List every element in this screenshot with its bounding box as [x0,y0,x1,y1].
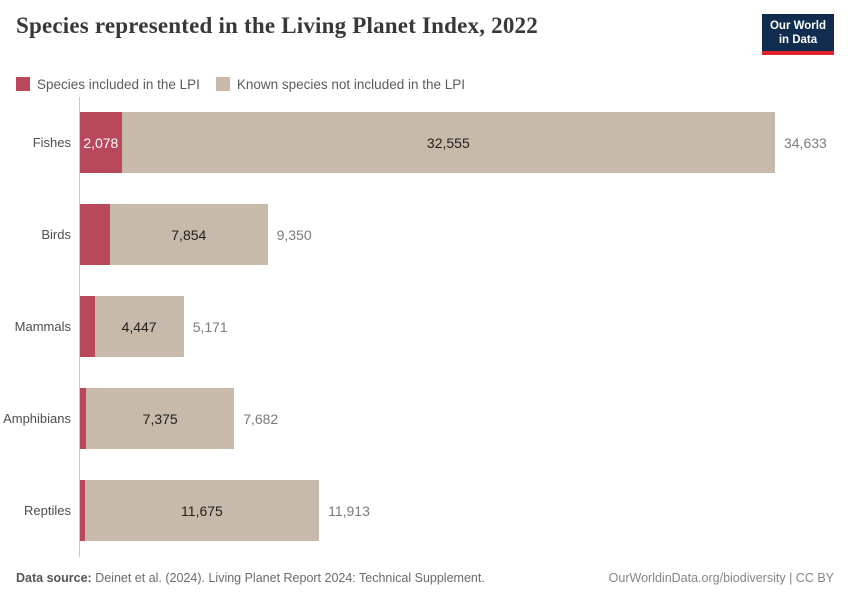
bar-track: 7,375 7,682 [79,372,850,465]
bar-track: 11,675 11,913 [79,464,850,557]
data-source-label: Data source: [16,571,96,585]
owid-logo[interactable]: Our World in Data [761,14,834,55]
bar-total-label: 11,913 [328,502,370,519]
category-label: Mammals [14,319,71,335]
stacked-bar: 7,375 [80,388,235,450]
bar-segment-not-included[interactable]: 11,675 [84,480,320,542]
bar-segment-included[interactable] [80,480,85,542]
bar-track: 2,078 32,555 34,633 [79,96,850,189]
owid-logo-line1: Our World [769,20,826,32]
bar-segment-included[interactable] [80,204,110,266]
bar-total-label: 9,350 [276,226,312,243]
bar-segment-included[interactable]: 2,078 [80,112,122,174]
stacked-bar: 2,078 32,555 [80,112,775,174]
data-source-text: Deinet et al. (2024). Living Planet Repo… [95,571,485,585]
chart-row-fishes: Fishes 2,078 32,555 34,633 [16,96,850,189]
bar-segment-not-included[interactable]: 7,375 [86,388,235,450]
bar-total-label: 34,633 [783,134,827,151]
bar-chart: Fishes 2,078 32,555 34,633 Birds 7,854 9,350 Ma… [3,96,850,557]
legend-item-1[interactable]: Known species not included in the LPI [215,76,466,92]
page-title: Species represented in the Living Planet… [16,13,538,38]
bar-segment-not-included[interactable]: 7,854 [110,204,268,266]
chart-row-mammals: Mammals 4,447 5,171 [14,280,850,373]
chart-row-birds: Birds 7,854 9,350 [16,188,850,281]
category-label: Birds [41,227,71,243]
owid-logo-line2: in Data [778,34,818,47]
owid-credit-link[interactable]: OurWorldinData.org/biodiversity | CC BY [608,571,834,585]
bar-total-label: 5,171 [192,318,228,335]
category-label: Amphibians [3,411,71,427]
bar-track: 7,854 9,350 [79,188,850,281]
stacked-bar: 7,854 [80,204,268,266]
legend-label: Species included in the LPI [37,76,200,92]
chart-row-reptiles: Reptiles 11,675 11,913 [16,464,850,557]
bar-track: 4,447 5,171 [79,280,850,373]
bar-segment-included[interactable] [80,388,87,450]
legend: Species included in the LPI Known species… [16,77,834,92]
chart-footer: Data source: Deinet et al. (2024). Livin… [16,571,834,585]
category-label: Fishes [32,135,71,151]
bar-total-label: 7,682 [243,410,279,427]
legend-swatch-icon [215,77,230,92]
bar-segment-not-included[interactable]: 32,555 [121,112,775,174]
data-source: Data source: Deinet et al. (2024). Livin… [16,571,485,585]
stacked-bar: 11,675 [80,480,320,542]
chart-row-amphibians: Amphibians 7,375 7,682 [3,372,850,465]
legend-label: Known species not included in the LPI [236,76,466,92]
bar-segment-not-included[interactable]: 4,447 [94,296,184,358]
stacked-bar: 4,447 [80,296,184,358]
chart-header: Species represented in the Living Planet… [0,0,850,55]
bar-segment-included[interactable] [80,296,95,358]
legend-swatch-icon [16,77,30,92]
category-label: Reptiles [24,503,71,519]
legend-item-0[interactable]: Species included in the LPI [16,77,200,92]
